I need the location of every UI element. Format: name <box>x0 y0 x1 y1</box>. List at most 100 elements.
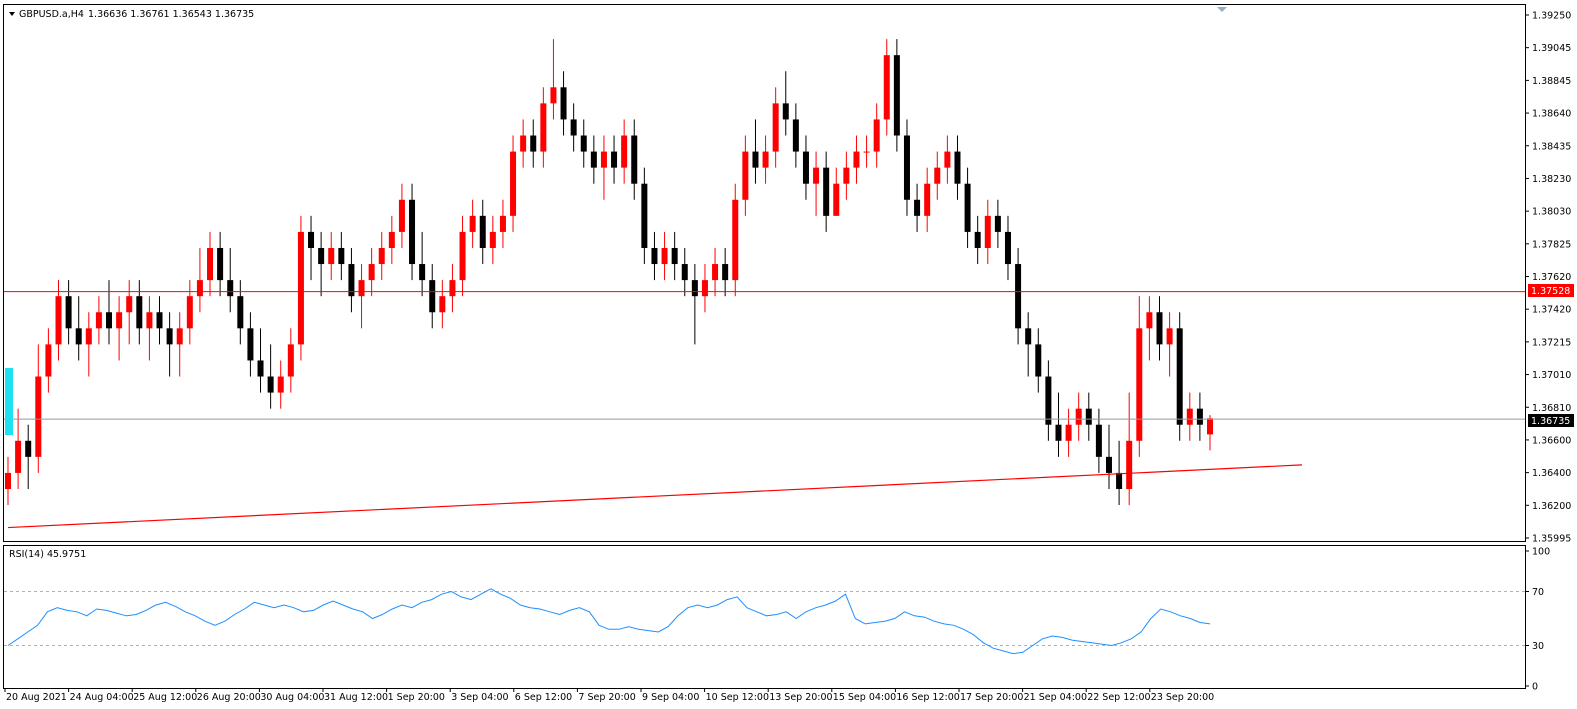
candle <box>499 199 506 248</box>
collapse-triangle-icon[interactable] <box>9 12 15 16</box>
candle <box>732 183 739 297</box>
price-tick-label: 1.35995 <box>1532 534 1571 545</box>
candle-body <box>782 103 789 120</box>
trendline[interactable] <box>7 464 1303 529</box>
candle <box>701 264 708 313</box>
candle-body <box>338 247 345 265</box>
time-tick-label: 17 Sep 20:00 <box>960 692 1023 703</box>
candle-body <box>156 312 163 329</box>
bid-price-tag: 1.36735 <box>1528 414 1574 427</box>
candle-body <box>35 376 42 457</box>
candle-body <box>358 280 365 297</box>
candle-body <box>701 280 708 297</box>
candle-body <box>207 247 214 281</box>
price-tick-label: 1.37010 <box>1532 370 1571 381</box>
candle-body <box>600 151 607 168</box>
candle-body <box>237 296 244 329</box>
candle <box>1166 312 1173 377</box>
candle <box>1035 328 1042 393</box>
time-tick-label: 7 Sep 20:00 <box>578 692 635 703</box>
rsi-axis: 100 70 30 0 <box>1525 547 1550 693</box>
price-tick-label: 1.38845 <box>1532 76 1571 87</box>
candle <box>176 312 183 377</box>
candle-body <box>853 151 860 168</box>
candle <box>782 71 789 136</box>
candle-body <box>1196 408 1203 425</box>
candle-body <box>944 151 951 168</box>
candle-body <box>106 312 113 329</box>
candle <box>318 231 325 297</box>
rsi-series <box>7 588 1211 655</box>
candle-body <box>95 312 102 329</box>
candle-body <box>1146 312 1153 329</box>
candle-body <box>712 264 719 281</box>
candle <box>540 87 547 168</box>
candle-body <box>580 135 587 152</box>
candle <box>338 231 345 281</box>
candle-body <box>85 328 92 345</box>
candle <box>984 199 991 265</box>
period-separator-marker <box>5 368 13 435</box>
rsi-levels <box>4 591 1525 646</box>
main-ohlc-label: 1.36636 1.36761 1.36543 1.36735 <box>88 9 254 20</box>
candle-body <box>550 87 557 104</box>
price-tick-label: 1.39045 <box>1532 43 1571 54</box>
candle <box>762 135 769 184</box>
candle-body <box>479 215 486 248</box>
candle-body <box>166 328 173 345</box>
time-tick-label: 1 Sep 20:00 <box>388 692 445 703</box>
candle <box>55 280 62 361</box>
candle-body <box>459 231 466 281</box>
candle-body <box>1045 376 1052 425</box>
candle-body <box>5 472 11 489</box>
candle <box>126 280 133 345</box>
candle <box>146 296 153 361</box>
candle <box>611 135 618 184</box>
candle <box>843 151 850 200</box>
candle-body <box>499 215 506 232</box>
bid-price-text: 1.36735 <box>1531 416 1570 427</box>
drawn-lines <box>4 291 1525 529</box>
candle <box>691 264 698 345</box>
candle-body <box>621 135 628 168</box>
candle <box>1065 408 1072 457</box>
candle <box>116 296 123 361</box>
candle-body <box>449 280 456 297</box>
candle <box>1085 392 1092 441</box>
candle <box>621 119 628 184</box>
time-tick-label: 30 Aug 04:00 <box>260 692 324 703</box>
candle <box>1126 392 1133 506</box>
candle <box>196 247 203 313</box>
candle <box>378 231 385 281</box>
price-axis: 1.39250 1.39045 1.38845 1.38640 1.38435 1.382… <box>1525 11 1571 545</box>
candle-body <box>873 119 880 152</box>
shift-marker-icon[interactable] <box>1217 7 1227 12</box>
candle <box>792 103 799 168</box>
candle-body <box>489 231 496 248</box>
candle <box>207 231 214 297</box>
candle <box>106 280 113 345</box>
candle-body <box>1166 328 1173 345</box>
candle <box>489 215 496 265</box>
candle-body <box>802 151 809 184</box>
candle-body <box>934 167 941 184</box>
candle-body <box>196 280 203 297</box>
candle <box>914 183 921 232</box>
candle-body <box>813 167 820 184</box>
candle <box>409 183 416 281</box>
candle-body <box>732 199 739 281</box>
candle <box>1045 360 1052 441</box>
candle <box>328 231 335 281</box>
candle-body <box>631 135 638 184</box>
time-tick-label: 16 Sep 12:00 <box>896 692 959 703</box>
candle-body <box>439 296 446 313</box>
candle <box>25 424 32 489</box>
candle-body <box>1095 424 1102 457</box>
time-tick-label: 31 Aug 12:00 <box>324 692 388 703</box>
price-tick-label: 1.39250 <box>1532 11 1571 22</box>
candle <box>186 280 193 345</box>
candle-body <box>1186 408 1193 425</box>
candle <box>752 119 759 184</box>
candle-body <box>590 151 597 168</box>
